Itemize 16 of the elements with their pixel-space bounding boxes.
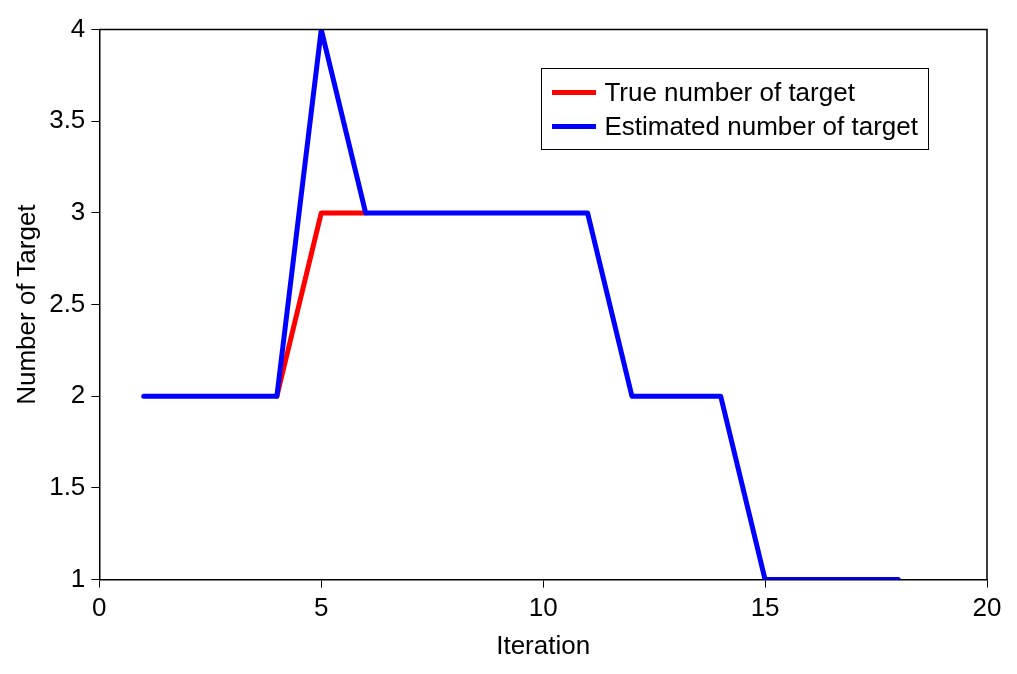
x-axis-title: Iteration <box>496 629 591 660</box>
y-tick-label: 1 <box>70 562 86 593</box>
y-tick-label: 1.5 <box>49 471 86 502</box>
x-tick-label: 0 <box>92 592 107 623</box>
y-tick-label: 4 <box>70 12 86 43</box>
y-tick-label: 3 <box>70 196 86 227</box>
y-axis-title: Number of Target <box>10 203 41 405</box>
y-tick-label: 2.5 <box>49 287 86 318</box>
legend-label: Estimated number of target <box>604 110 918 143</box>
x-tick-label: 10 <box>528 592 558 623</box>
y-tick-label: 3.5 <box>49 104 86 135</box>
x-tick-label: 15 <box>750 592 780 623</box>
y-tick-label: 2 <box>70 379 86 410</box>
x-tick-label: 5 <box>314 592 329 623</box>
legend-label: True number of target <box>604 76 855 109</box>
x-tick-label: 20 <box>972 592 1002 623</box>
